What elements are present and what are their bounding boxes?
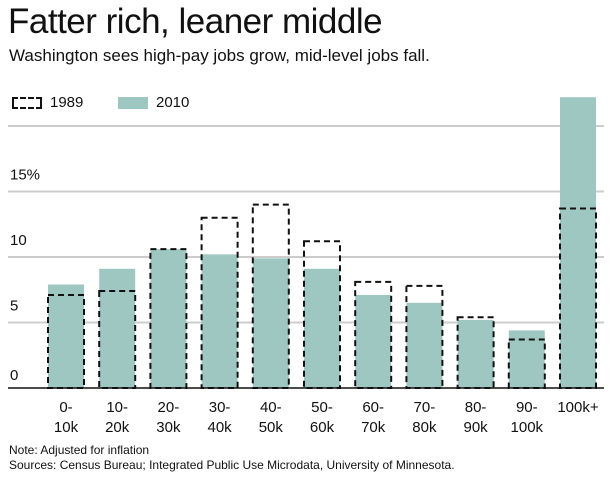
x-tick-label: 100k+ (557, 399, 599, 416)
bar-2010 (252, 258, 289, 388)
legend-swatch-2010 (118, 97, 148, 109)
legend-label-2010: 2010 (156, 94, 190, 111)
x-tick-label: 50- (311, 399, 333, 416)
x-tick-label: 10- (106, 399, 128, 416)
y-tick-label: 10 (10, 232, 27, 249)
y-tick-label: 15% (10, 167, 40, 184)
legend-swatch-1989 (12, 97, 42, 109)
x-tick-label: 0- (59, 399, 72, 416)
bar-2010 (48, 284, 84, 388)
legend-label-1989: 1989 (50, 94, 84, 111)
y-tick-label: 0 (10, 367, 18, 384)
y-tick-label: 5 (10, 298, 18, 315)
chart-subtitle: Washington sees high-pay jobs grow, mid-… (9, 46, 430, 65)
x-tick-label: 60k (310, 419, 335, 436)
x-tick-label: 30- (209, 399, 231, 416)
bar-2010 (304, 268, 340, 388)
x-tick-label: 80k (412, 419, 437, 436)
x-tick-label: 40- (260, 399, 282, 416)
x-tick-label: 100k (511, 419, 544, 436)
source-note: Sources: Census Bureau; Integrated Publi… (9, 458, 455, 472)
x-tick-label: 90k (464, 419, 489, 436)
x-tick-label: 20- (158, 399, 180, 416)
x-tick-label: 10k (54, 419, 79, 436)
x-tick-label: 40k (208, 419, 233, 436)
bar-2010 (150, 249, 187, 388)
bar-2010 (560, 97, 596, 389)
x-tick-label: 30k (156, 419, 181, 436)
x-tick-label: 90- (516, 399, 538, 416)
x-tick-label: 50k (259, 419, 284, 436)
bar-2010 (355, 294, 392, 388)
x-tick-label: 80- (465, 399, 487, 416)
x-tick-label: 60- (362, 399, 384, 416)
bar-2010 (406, 302, 443, 388)
bar-2010 (457, 319, 494, 388)
bar-1989-outline (47, 293, 85, 389)
bar-2010 (99, 268, 136, 388)
bar-2010 (201, 254, 238, 388)
x-tick-label: 70- (414, 399, 436, 416)
x-tick-label: 20k (105, 419, 130, 436)
x-tick-label: 70k (361, 419, 386, 436)
chart-title: Fatter rich, leaner middle (8, 2, 383, 41)
bar-1989-outline (405, 284, 444, 390)
note: Note: Adjusted for inflation (9, 443, 150, 457)
